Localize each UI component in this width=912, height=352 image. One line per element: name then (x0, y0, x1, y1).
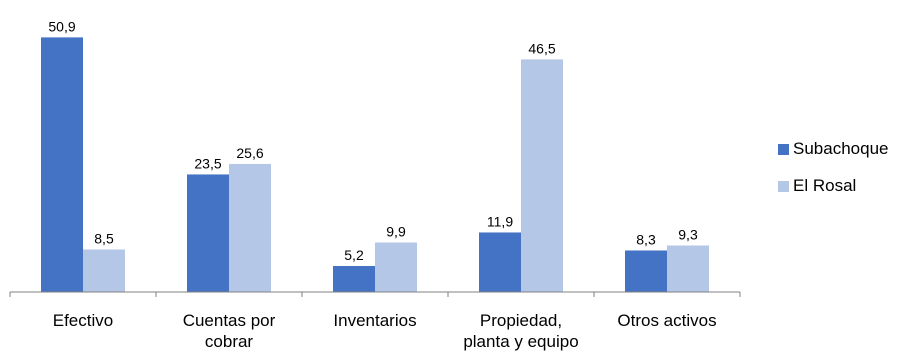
data-label-el-rosal-otros-activos: 9,3 (678, 226, 698, 242)
bar-subachoque-cuentas-por-cobrar (187, 174, 229, 292)
category-label-efectivo: Efectivo (53, 311, 113, 330)
category-label-otros-activos: Otros activos (617, 311, 716, 330)
data-label-subachoque-otros-activos: 8,3 (636, 231, 656, 247)
data-label-subachoque-inventarios: 5,2 (344, 247, 364, 263)
x-axis: Efectivo Cuentas por cobrar Inventarios Prop… (9, 291, 741, 351)
legend-label-el-rosal: El Rosal (793, 176, 857, 195)
bar-el-rosal-efectivo (83, 249, 125, 292)
data-label-el-rosal-cuentas-por-cobrar: 25,6 (236, 145, 263, 161)
legend-item-el-rosal: El Rosal (778, 175, 888, 197)
labels-layer: 50,9 8,5 23,5 25,6 5,2 9,9 11,9 46,5 8,3 9,3 (48, 18, 698, 263)
bar-el-rosal-inventarios (375, 242, 417, 292)
legend-swatch-subachoque (778, 143, 789, 155)
data-label-subachoque-propiedad-planta-y-equipo: 11,9 (487, 213, 513, 229)
legend-swatch-el-rosal (778, 180, 789, 192)
category-label-propiedad-planta-y-equipo: Propiedad, planta y equipo (463, 311, 578, 351)
bar-subachoque-propiedad-planta-y-equipo (479, 232, 521, 292)
bar-subachoque-efectivo (41, 37, 83, 292)
bar-subachoque-inventarios (333, 265, 375, 292)
legend: Subachoque El Rosal (778, 138, 888, 212)
data-label-subachoque-efectivo: 50,9 (48, 18, 75, 34)
bar-el-rosal-cuentas-por-cobrar (229, 163, 271, 292)
data-label-el-rosal-inventarios: 9,9 (386, 223, 406, 239)
bar-subachoque-otros-activos (625, 250, 667, 292)
category-label-inventarios: Inventarios (333, 311, 416, 330)
data-label-el-rosal-propiedad-planta-y-equipo: 46,5 (528, 40, 555, 56)
bar-el-rosal-otros-activos (667, 245, 709, 292)
data-label-subachoque-cuentas-por-cobrar: 23,5 (194, 155, 221, 171)
legend-item-subachoque: Subachoque (778, 138, 888, 160)
data-label-el-rosal-efectivo: 8,5 (94, 230, 114, 246)
legend-label-subachoque: Subachoque (793, 139, 889, 158)
category-label-cuentas-por-cobrar: Cuentas por cobrar (183, 311, 276, 351)
bar-el-rosal-propiedad-planta-y-equipo (521, 59, 563, 293)
bars-layer (41, 37, 709, 293)
